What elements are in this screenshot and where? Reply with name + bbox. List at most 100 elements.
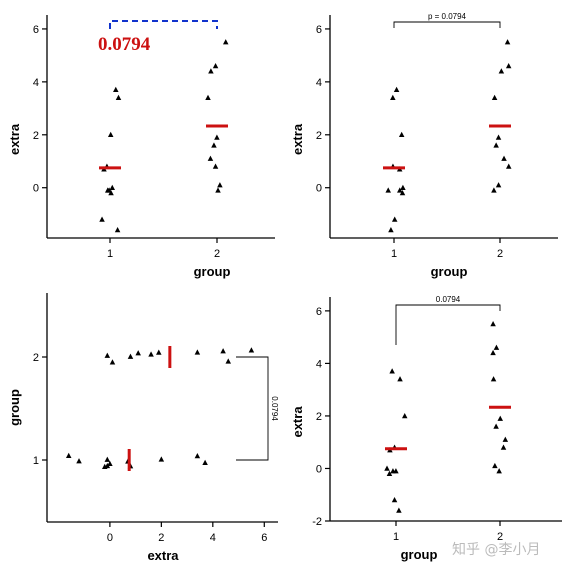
y-tick-label: 4 (316, 77, 322, 89)
data-point (109, 184, 116, 190)
data-point (148, 351, 154, 357)
data-point (393, 86, 400, 93)
data-point (115, 94, 122, 100)
y-tick-label: 2 (33, 130, 39, 142)
x-tick-label: 0 (107, 532, 113, 544)
data-point (492, 462, 498, 469)
data-point (212, 163, 219, 169)
data-point (401, 412, 408, 419)
y-tick-label: 2 (316, 130, 322, 142)
data-point (208, 68, 214, 74)
data-point (501, 155, 507, 161)
y-tick-label: 0 (316, 463, 322, 475)
data-point (400, 184, 406, 190)
data-point (156, 349, 162, 355)
y-axis-label: extra (290, 406, 305, 438)
y-tick-label: 2 (316, 411, 322, 423)
data-point (389, 368, 395, 374)
data-point (491, 187, 497, 193)
data-point (393, 468, 399, 474)
data-point (194, 349, 201, 355)
x-axis-label: group (401, 547, 438, 562)
data-point (397, 376, 403, 382)
p-value-label: 0.0794 (436, 295, 461, 304)
data-point (104, 462, 111, 469)
y-tick-label: -2 (312, 516, 322, 528)
data-point (505, 62, 512, 69)
data-point (215, 187, 221, 193)
x-tick-label: 2 (497, 531, 503, 543)
y-axis-label: group (7, 389, 22, 426)
panel-3: 0 2 4 6 1 2 extra group 0.0794 (7, 293, 279, 563)
data-point (388, 227, 394, 233)
data-point (106, 187, 112, 193)
y-tick-label: 6 (33, 24, 39, 36)
data-point (107, 131, 114, 138)
data-point (104, 352, 111, 358)
data-point (391, 216, 398, 222)
data-point (104, 456, 111, 462)
data-point (498, 68, 505, 74)
data-point (248, 347, 255, 353)
watermark: 知乎 @李小月 (452, 541, 540, 558)
data-point (217, 182, 223, 188)
y-tick-label: 6 (316, 306, 322, 318)
data-point (109, 359, 116, 365)
data-point (493, 423, 499, 429)
data-point (490, 321, 496, 327)
data-point (76, 458, 82, 464)
data-point (504, 39, 511, 45)
x-tick-label: 1 (393, 531, 399, 543)
x-axis-label: group (431, 264, 468, 279)
data-point (398, 131, 405, 138)
data-point (107, 460, 113, 467)
x-tick-label: 1 (391, 248, 397, 260)
x-tick-label: 2 (158, 532, 164, 544)
data-point (396, 507, 402, 513)
data-point (505, 163, 512, 169)
data-point (108, 190, 114, 196)
data-point (386, 470, 393, 476)
significance-bracket (236, 356, 269, 461)
data-point (502, 436, 509, 442)
data-point (205, 94, 211, 100)
data-point (158, 456, 165, 462)
data-point (496, 468, 502, 474)
data-point (202, 459, 208, 465)
data-point (65, 452, 72, 459)
data-point (385, 187, 391, 193)
y-tick-label: 2 (33, 352, 39, 364)
data-point (391, 496, 398, 503)
y-tick-label: 4 (33, 77, 39, 89)
data-point (113, 86, 119, 93)
data-point (495, 182, 502, 188)
data-point (493, 142, 499, 148)
panel-1: 6 4 2 0 1 2 group extra 0.0794 (7, 15, 275, 279)
significance-bracket (395, 304, 501, 345)
y-axis-label: extra (290, 123, 305, 155)
data-point (114, 227, 121, 233)
y-tick-label: 4 (316, 358, 322, 370)
significance-bracket (393, 21, 501, 28)
data-point (493, 344, 500, 350)
data-point (384, 465, 390, 471)
data-point (490, 349, 496, 356)
data-point (207, 155, 214, 161)
data-point (127, 353, 134, 359)
data-point (225, 358, 232, 364)
x-tick-label: 2 (214, 248, 220, 260)
data-point (399, 190, 406, 196)
data-point (194, 453, 201, 459)
significance-bracket (109, 20, 218, 29)
data-point (211, 142, 217, 148)
y-tick-label: 0 (316, 183, 322, 195)
data-point (220, 348, 226, 354)
data-point (222, 39, 229, 45)
data-point (214, 134, 220, 140)
data-point (390, 94, 396, 100)
x-tick-label: 6 (261, 532, 267, 544)
p-value-label: p = 0.0794 (428, 12, 467, 21)
data-point (397, 187, 403, 193)
x-axis-label: extra (147, 548, 179, 563)
